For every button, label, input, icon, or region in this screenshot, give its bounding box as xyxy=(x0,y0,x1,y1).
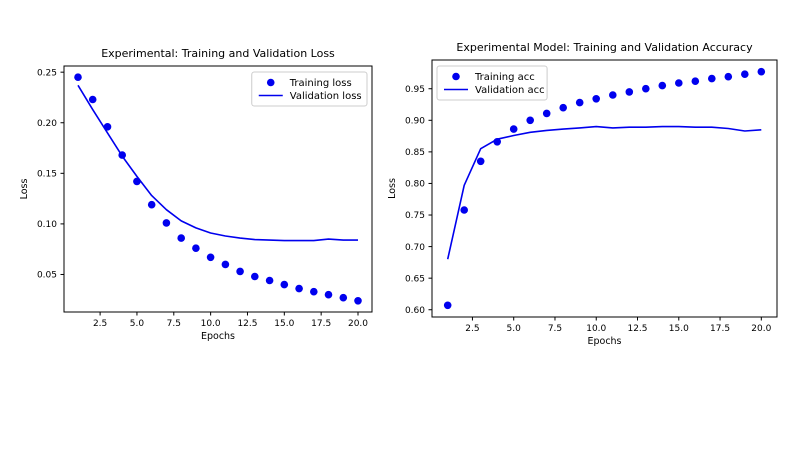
y-tick-label: 0.80 xyxy=(405,180,425,190)
x-tick-label: 17.5 xyxy=(710,324,730,334)
training-point xyxy=(708,74,716,83)
x-tick-label: 20.0 xyxy=(348,319,368,329)
training-point xyxy=(741,70,749,78)
y-tick-label: 0.15 xyxy=(37,170,57,180)
y-tick-label: 0.95 xyxy=(405,85,425,95)
training-point xyxy=(324,290,333,299)
loss-plot: 2.5 5.0 7.5 10.0 12.5 15.0 17.5 20.0 0.05 0.10 0.1… xyxy=(19,47,373,342)
legend-label: Training acc xyxy=(474,72,535,83)
y-tick-label: 0.90 xyxy=(405,117,425,127)
training-point xyxy=(724,72,733,81)
training-point xyxy=(460,206,469,214)
training-point xyxy=(221,260,230,269)
validation-line xyxy=(77,84,358,242)
x-tick-label: 5.0 xyxy=(130,319,145,329)
training-point xyxy=(192,244,200,252)
training-point xyxy=(177,234,185,242)
y-tick-label: 0.05 xyxy=(37,271,57,281)
y-tick-label: 0.10 xyxy=(37,220,57,230)
training-point xyxy=(642,84,650,93)
training-points xyxy=(443,67,766,310)
training-point xyxy=(658,81,667,90)
accuracy-plot: 2.5 5.0 7.5 10.0 12.5 15.0 17.5 20.0 0.60 0.65 0.7… xyxy=(387,41,778,347)
x-tick-label: 5.0 xyxy=(507,324,522,334)
x-tick-label: 7.5 xyxy=(167,319,181,329)
training-point xyxy=(295,284,303,293)
x-tick-label: 17.5 xyxy=(311,319,331,329)
training-point xyxy=(354,297,362,305)
x-tick-label: 15.0 xyxy=(274,319,294,329)
x-tick-label: 2.5 xyxy=(93,319,107,329)
x-tick-label: 2.5 xyxy=(465,324,479,334)
training-point xyxy=(757,67,766,76)
legend-label: Training loss xyxy=(289,78,352,89)
training-point xyxy=(625,88,634,96)
x-tick-label: 10.0 xyxy=(201,319,221,329)
training-point xyxy=(88,95,97,104)
legend: Training acc Validation acc xyxy=(436,65,548,101)
loss-plot-title: Experimental: Training and Validation Lo… xyxy=(101,47,335,60)
x-tick-label: 7.5 xyxy=(548,324,562,334)
training-point xyxy=(147,200,156,209)
training-point xyxy=(265,276,274,285)
x-tick-label: 12.5 xyxy=(237,319,257,329)
training-point xyxy=(691,77,700,85)
x-tick-label: 10.0 xyxy=(586,324,606,334)
legend-box xyxy=(251,71,368,107)
training-point xyxy=(559,103,567,112)
y-tick-label: 0.20 xyxy=(37,119,57,129)
training-point xyxy=(443,301,452,310)
training-point xyxy=(592,95,600,103)
y-tick-label: 0.75 xyxy=(405,211,425,221)
training-point xyxy=(74,73,82,81)
training-point xyxy=(526,116,534,125)
training-point xyxy=(206,253,215,262)
validation-line xyxy=(446,125,762,260)
training-point xyxy=(236,267,244,276)
training-point xyxy=(675,79,683,87)
training-point xyxy=(310,287,318,296)
accuracy-plot-axes xyxy=(431,59,778,318)
training-point xyxy=(162,219,171,227)
training-point xyxy=(339,293,348,302)
y-tick-label: 0.60 xyxy=(405,306,425,316)
training-point xyxy=(542,109,551,118)
x-axis-label: Epochs xyxy=(201,331,235,342)
legend-dot-marker-icon xyxy=(266,78,275,87)
training-point xyxy=(609,91,617,99)
x-tick-label: 12.5 xyxy=(627,324,647,334)
legend-label: Validation loss xyxy=(290,91,362,102)
y-axis-label: Loss xyxy=(387,178,398,199)
x-tick-label: 15.0 xyxy=(669,324,689,334)
training-point xyxy=(575,98,584,107)
x-tick-label: 20.0 xyxy=(751,324,771,334)
y-tick-label: 0.70 xyxy=(405,243,425,253)
x-axis-label: Epochs xyxy=(587,336,621,347)
y-axis-label: Loss xyxy=(19,179,30,200)
training-point xyxy=(476,157,485,166)
legend-dot-marker-icon xyxy=(452,72,460,81)
training-point xyxy=(280,280,289,289)
loss-plot-axes xyxy=(63,65,373,313)
legend-box xyxy=(436,65,548,101)
training-point xyxy=(509,125,518,133)
legend: Training loss Validation loss xyxy=(251,71,368,107)
training-point xyxy=(251,272,259,281)
y-tick-label: 0.25 xyxy=(37,68,57,78)
accuracy-plot-title: Experimental Model: Training and Validat… xyxy=(456,41,753,54)
y-tick-label: 0.85 xyxy=(405,148,425,158)
y-tick-label: 0.65 xyxy=(405,274,425,284)
legend-label: Validation acc xyxy=(475,85,545,96)
